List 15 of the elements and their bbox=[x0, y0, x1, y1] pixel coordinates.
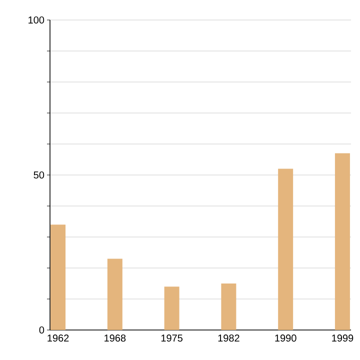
x-tick-label: 1990 bbox=[275, 334, 296, 342]
y-tick-label: 100 bbox=[28, 16, 44, 24]
bar bbox=[334, 153, 350, 330]
bar bbox=[164, 286, 180, 330]
y-tick-label: 50 bbox=[34, 171, 44, 179]
bar bbox=[221, 284, 236, 330]
x-tick-label: 1982 bbox=[218, 334, 240, 342]
bar bbox=[50, 224, 66, 330]
x-tick-label: 1968 bbox=[104, 334, 126, 342]
x-tick-label: 1999 bbox=[332, 334, 354, 342]
bar bbox=[107, 258, 122, 330]
x-tick-label: 1975 bbox=[161, 334, 182, 342]
bar bbox=[278, 168, 294, 330]
y-tick-label: 0 bbox=[39, 326, 44, 334]
x-tick-label: 1962 bbox=[48, 334, 69, 342]
